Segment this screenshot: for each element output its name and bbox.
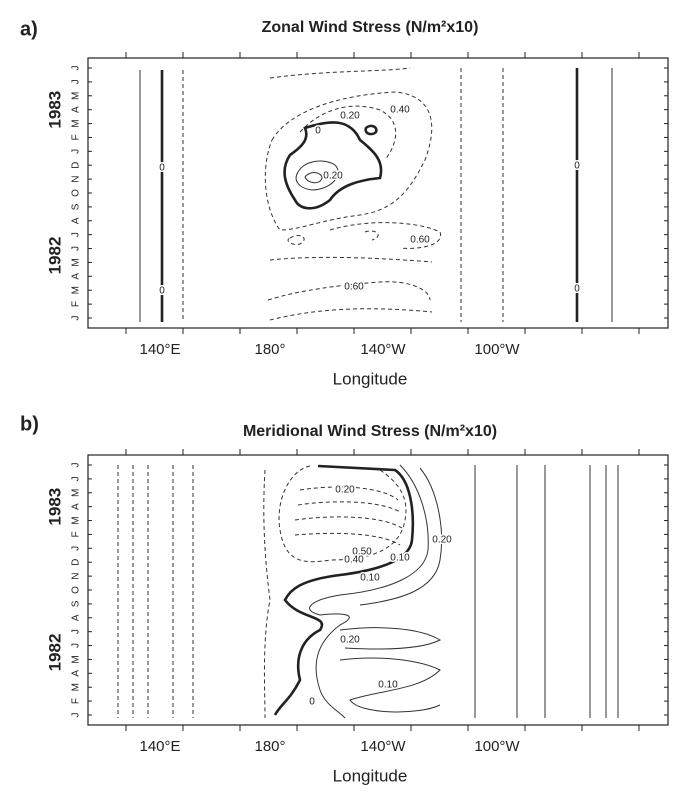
x-tick-label: 100°W — [474, 341, 520, 358]
year-label: 1982 — [45, 237, 64, 275]
month-label: M — [71, 683, 82, 691]
x-tick-label: 140°E — [139, 738, 180, 755]
month-label: J — [71, 316, 82, 321]
contour-label: 0 — [159, 286, 165, 297]
contour-label: 0 — [315, 126, 321, 137]
month-label: J — [71, 629, 82, 634]
month-label: J — [71, 246, 82, 251]
contour-label: 0.20 — [335, 485, 355, 496]
panel-title: Zonal Wind Stress (N/m²x10) — [262, 19, 479, 36]
contour — [309, 464, 443, 719]
contour — [364, 124, 378, 136]
contour-label: 0.20 — [340, 111, 360, 122]
year-label: 1983 — [45, 488, 64, 526]
x-tick-label: 180° — [254, 738, 285, 755]
month-label: O — [71, 586, 82, 594]
contour-label: 0.10 — [378, 680, 398, 691]
contour — [295, 160, 339, 191]
panel-label: b) — [20, 413, 39, 435]
month-label: J — [71, 66, 82, 71]
month-label: A — [71, 106, 82, 113]
month-label: M — [71, 258, 82, 266]
contour-label: 0 — [159, 163, 165, 174]
contour — [299, 105, 397, 161]
month-label: M — [71, 516, 82, 524]
x-tick-label: 180° — [254, 341, 285, 358]
x-tick-label: 140°E — [139, 341, 180, 358]
month-label: A — [71, 670, 82, 677]
contour-label: 0.10 — [360, 573, 380, 584]
month-label: J — [71, 476, 82, 481]
month-label: D — [71, 162, 82, 169]
month-label: A — [71, 217, 82, 224]
month-label: F — [71, 301, 82, 307]
x-axis-label: Longitude — [333, 766, 408, 785]
year-label: 1982 — [45, 634, 64, 672]
month-label: J — [71, 232, 82, 237]
contour-label: 0.20 — [323, 171, 343, 182]
panel-title: Meridional Wind Stress (N/m²x10) — [243, 423, 497, 440]
contour-label: 0 — [574, 284, 580, 295]
month-label: J — [71, 149, 82, 154]
month-label: M — [71, 655, 82, 663]
month-label: J — [71, 463, 82, 468]
month-label: M — [71, 286, 82, 294]
contour-label: 0.60 — [410, 235, 430, 246]
month-label: M — [71, 92, 82, 100]
contour — [264, 67, 433, 231]
contour-label: 0.10 — [390, 553, 410, 564]
contour-label: 0.20 — [340, 635, 360, 646]
month-label: D — [71, 559, 82, 566]
month-label: J — [71, 79, 82, 84]
month-label: M — [71, 119, 82, 127]
year-label: 1983 — [45, 91, 64, 129]
month-label: O — [71, 189, 82, 197]
month-label: F — [71, 134, 82, 140]
plot-frame — [87, 57, 669, 329]
contour-label: 0.40 — [344, 555, 364, 566]
contour-label: 0.40 — [390, 105, 410, 116]
contour — [263, 465, 407, 719]
contour-label: 0 — [309, 697, 315, 708]
month-label: A — [71, 614, 82, 621]
contour — [267, 222, 442, 321]
contour-label: 0.20 — [432, 535, 452, 546]
x-axis-label: Longitude — [333, 369, 408, 388]
x-tick-label: 140°W — [360, 341, 406, 358]
month-label: N — [71, 572, 82, 579]
month-label: J — [71, 643, 82, 648]
month-label: J — [71, 546, 82, 551]
contour-label: 0 — [574, 161, 580, 172]
month-label: J — [71, 713, 82, 718]
panel-label: a) — [20, 18, 38, 40]
month-label: M — [71, 489, 82, 497]
month-label: F — [71, 698, 82, 704]
panel-a-contours — [87, 57, 669, 329]
month-label: N — [71, 175, 82, 182]
contour-label: 0.60 — [344, 282, 364, 293]
month-label: S — [71, 203, 82, 210]
month-label: S — [71, 600, 82, 607]
month-label: A — [71, 273, 82, 280]
contour — [283, 121, 383, 210]
month-label: A — [71, 503, 82, 510]
contour — [339, 627, 442, 713]
contour-label: 0.50 — [352, 547, 372, 558]
contour — [273, 464, 415, 716]
month-label: F — [71, 531, 82, 537]
contour — [304, 172, 323, 184]
x-tick-label: 140°W — [360, 738, 406, 755]
x-tick-label: 100°W — [474, 738, 520, 755]
